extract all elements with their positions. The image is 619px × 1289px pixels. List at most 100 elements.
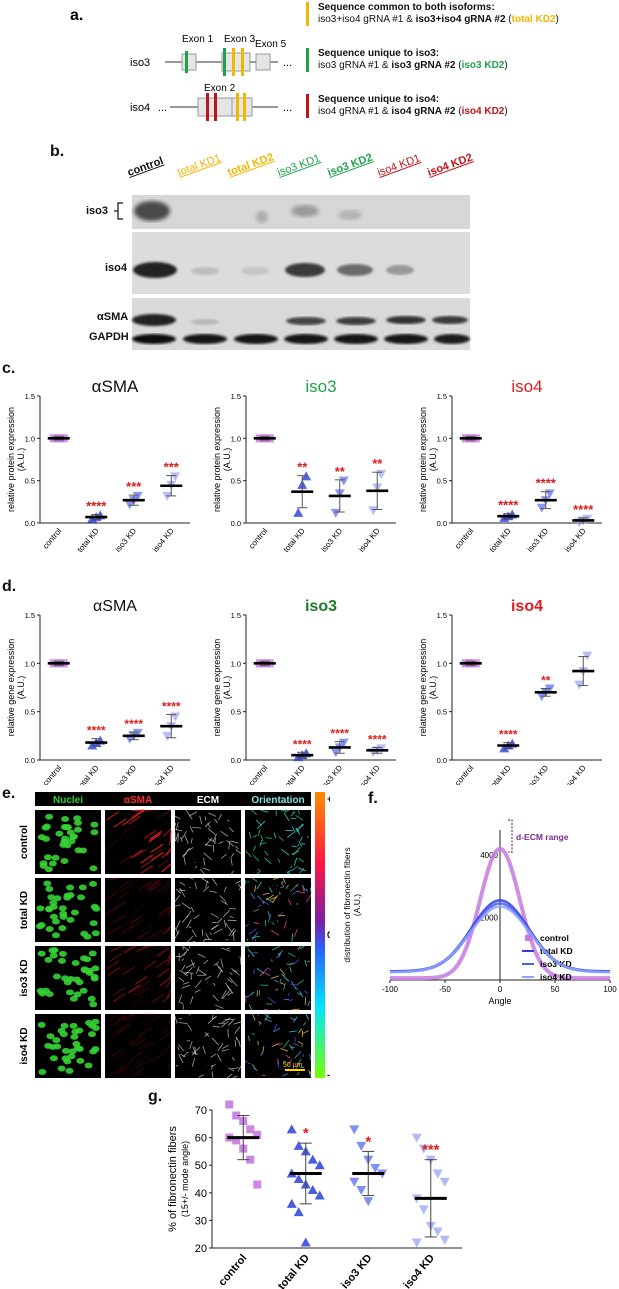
y-tick-label: 1.0	[437, 434, 447, 443]
ecm-fiber	[231, 967, 240, 976]
actin-fiber	[128, 816, 141, 826]
actin-fiber	[131, 1067, 144, 1077]
orientation-fiber	[253, 908, 260, 912]
y-tick-label: 2000	[480, 914, 498, 923]
actin-fiber	[127, 984, 140, 994]
legend-label: total KD	[540, 946, 573, 956]
y-tick-label: 1.0	[231, 659, 241, 668]
ecm-fiber	[201, 929, 204, 937]
ecm-fiber	[226, 1073, 233, 1079]
ecm-fiber	[236, 1037, 240, 1043]
micrograph-0-1	[104, 809, 172, 874]
ecm-fiber	[189, 1041, 193, 1050]
ecm-fiber	[178, 1022, 188, 1024]
ecm-fiber	[228, 827, 234, 833]
significance-label: ****	[498, 498, 519, 513]
orientation-fiber	[259, 968, 268, 977]
data-point	[253, 1130, 262, 1139]
data-point	[370, 1163, 381, 1173]
data-point	[170, 472, 181, 482]
actin-fiber	[113, 818, 127, 828]
actin-fiber	[140, 864, 154, 874]
orientation-fiber	[275, 988, 279, 991]
nucleus	[50, 947, 59, 954]
nucleus	[61, 1047, 70, 1054]
ecm-fiber	[218, 841, 224, 845]
ecm-fiber	[187, 1024, 192, 1031]
ecm-fiber	[239, 956, 242, 963]
exon5-label: Exon 5	[255, 39, 287, 50]
y-tick-label: 0.5	[231, 477, 241, 486]
actin-fiber	[134, 848, 148, 858]
ecm-fiber	[211, 1071, 214, 1079]
actin-fiber	[110, 1066, 124, 1076]
ecm-fiber	[175, 888, 182, 894]
y-tick-label: 60	[195, 1133, 207, 1145]
y-axis-unit: (15+/- mode angle)	[180, 1141, 190, 1217]
nucleus	[51, 918, 60, 925]
x-tick-label: iso4 KD	[357, 763, 382, 785]
ecm-fiber	[227, 1018, 236, 1026]
actin-fiber	[137, 980, 151, 990]
nucleus	[66, 892, 75, 899]
actin-fiber	[156, 810, 170, 820]
orientation-fiber	[293, 928, 298, 937]
ecm-fiber	[235, 880, 242, 884]
nucleus	[79, 955, 88, 962]
orientation-fiber	[278, 1008, 281, 1011]
ecm-fiber	[228, 1067, 235, 1072]
actin-fiber	[128, 815, 141, 825]
actin-fiber	[159, 977, 172, 987]
actin-fiber	[162, 809, 172, 816]
orientation-fiber	[256, 870, 262, 875]
microscopy-grid: Nuclei αSMA ECM Orientation control total KD i…	[19, 792, 330, 1080]
ecm-fiber	[212, 1025, 220, 1028]
ecm-fiber	[183, 856, 186, 865]
ecm-fiber	[210, 913, 219, 919]
y-tick-label: 30	[195, 1215, 207, 1227]
data-point	[307, 1154, 318, 1164]
actin-fiber	[132, 809, 146, 819]
orientation-fiber	[272, 894, 279, 903]
ecm-fiber	[178, 977, 185, 983]
ecm-fiber	[221, 947, 231, 952]
orientation-fiber	[295, 885, 299, 887]
orientation-fiber	[271, 921, 275, 926]
ecm-fiber	[178, 1044, 185, 1051]
ecm-fiber	[239, 885, 242, 891]
actin-fiber	[168, 1015, 172, 1024]
x-tick-label: iso4 KD	[563, 526, 588, 553]
y-tick-label: 4000	[480, 851, 498, 860]
nucleus	[91, 930, 100, 937]
nucleus	[87, 995, 96, 1002]
ecm-fiber	[229, 840, 239, 844]
micrograph-0-2	[174, 809, 242, 875]
panel-a-label: a.	[70, 7, 83, 24]
orientation-fiber	[273, 1027, 281, 1033]
ecm-fiber	[192, 1046, 197, 1056]
ecm-fiber	[220, 830, 229, 837]
actin-fiber	[139, 883, 152, 893]
orientation-fiber	[289, 966, 292, 973]
x-tick-label: iso3 KD	[525, 763, 550, 785]
ecm-fiber	[212, 982, 216, 986]
orientation-fiber	[305, 894, 312, 903]
ecm-fiber	[213, 961, 220, 966]
data-point	[232, 1111, 241, 1120]
x-tick-label: iso3 KD	[525, 526, 550, 553]
legend-entry-detail: iso3+iso4 gRNA #1 & iso3+iso4 gRNA #2 (t…	[318, 14, 559, 25]
actin-fiber	[162, 908, 172, 918]
micrograph-2-1	[105, 945, 172, 1010]
actin-fiber	[133, 877, 146, 883]
chart-title: iso3	[305, 598, 337, 615]
orientation-fiber	[281, 809, 286, 812]
actin-fiber	[110, 1048, 123, 1058]
y-tick-label: 1.5	[231, 611, 241, 620]
row-label: total KD	[19, 891, 30, 929]
actin-fiber	[136, 945, 149, 952]
actin-fiber	[156, 947, 169, 957]
orientation-fiber	[295, 1063, 300, 1070]
actin-fiber	[143, 1017, 157, 1027]
nucleus	[69, 833, 78, 840]
ecm-fiber	[181, 915, 189, 923]
